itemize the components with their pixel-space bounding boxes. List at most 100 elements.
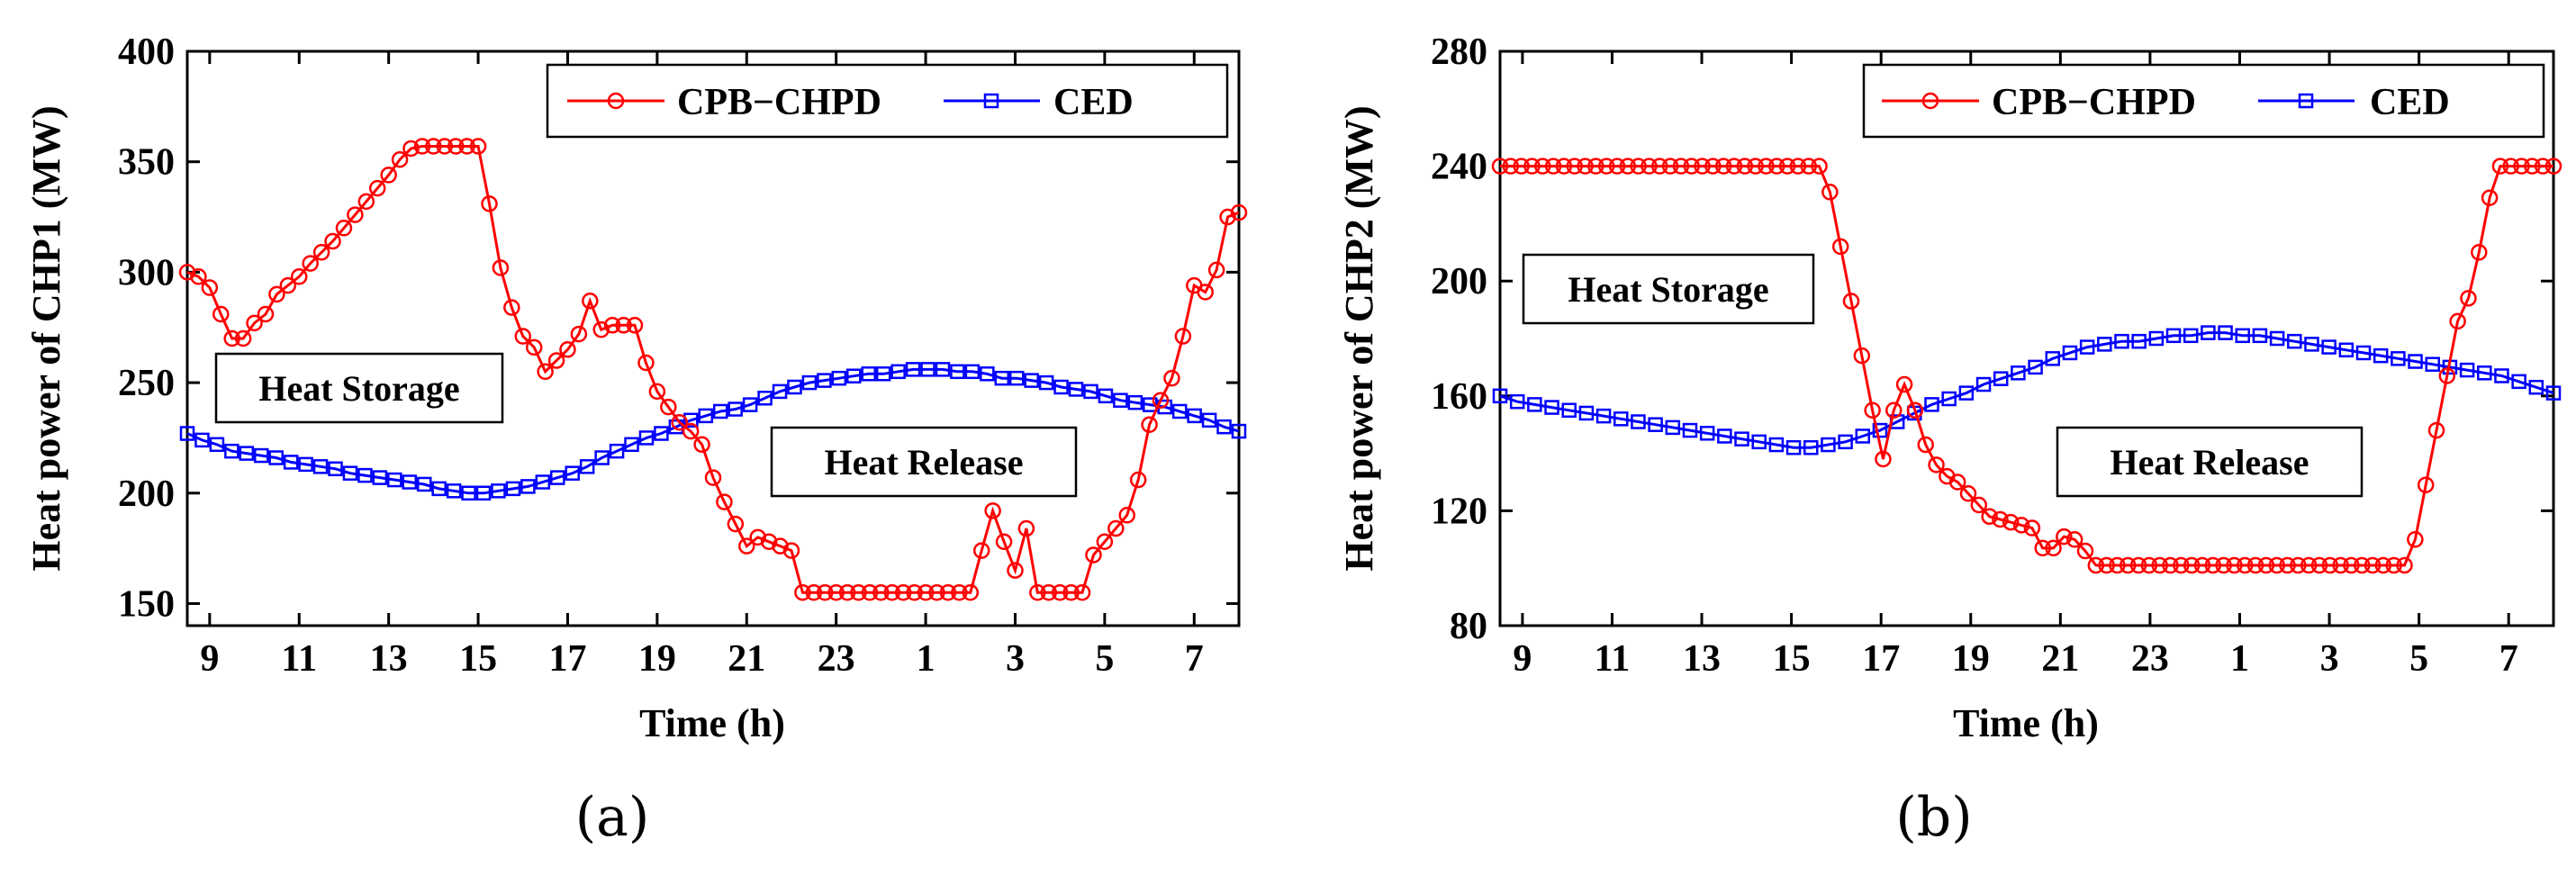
ced-point (268, 450, 284, 465)
cpb-chpd-point (1219, 208, 1236, 226)
cpb-chpd-point (2374, 556, 2392, 574)
ced-point (2545, 385, 2562, 401)
ced-point (1751, 434, 1767, 450)
cpb-chpd-point (2162, 556, 2179, 574)
cpb-chpd-point (2109, 556, 2126, 574)
ced-point (550, 470, 565, 485)
cpb-chpd-point (603, 317, 621, 334)
ced-point (239, 446, 255, 461)
ced-point (328, 461, 343, 477)
ced-point (2408, 354, 2423, 369)
cpb-chpd-point (928, 583, 945, 601)
legend-marker-ced-a (983, 93, 999, 109)
legend-label-ced-a: CED (1053, 82, 1134, 123)
ced-point (1492, 388, 1508, 404)
subfigure-label-b: (b) (1895, 786, 1972, 849)
ced-point (194, 432, 210, 448)
ced-point (1993, 371, 2009, 386)
ced-point (1595, 408, 1612, 424)
cpb-chpd-point (1789, 158, 1807, 175)
ced-point (579, 459, 595, 474)
ced-point (624, 437, 639, 453)
ced-point (1872, 422, 1888, 438)
annotation-box-heat-release-b (2056, 426, 2364, 498)
y-axis-label-b: Heat power of CHP2 (MW) (1337, 105, 1381, 571)
cpb-chpd-point (894, 583, 912, 601)
ced-point (254, 447, 269, 464)
cpb-chpd-point (1768, 158, 1785, 175)
ced-point (1187, 408, 1202, 424)
ced-point (372, 470, 388, 485)
ced-point (2252, 328, 2268, 344)
cpb-chpd-point (1555, 158, 1573, 175)
cpb-chpd-point (335, 220, 353, 237)
ced-point (402, 474, 418, 490)
ced-point (683, 412, 699, 428)
cpb-chpd-point (2513, 158, 2530, 175)
ced-point (179, 426, 195, 441)
cpb-chpd-point (257, 305, 275, 323)
annotation-heat-storage-b: Heat Storage (1568, 269, 1768, 310)
ced-point (712, 403, 728, 419)
ced-point (1527, 397, 1542, 412)
cpb-chpd-point (1029, 583, 1046, 601)
cpb-chpd-point (1981, 508, 1998, 526)
cpb-chpd-point (2502, 158, 2519, 175)
cpb-chpd-point (1747, 158, 1764, 175)
cpb-chpd-point (962, 583, 980, 601)
cpb-chpd-point (1619, 158, 1637, 175)
cpb-chpd-point (514, 328, 532, 345)
cpb-chpd-point (425, 138, 442, 155)
y-axis-label-a: Heat power of CHP1 (MW) (24, 105, 68, 571)
y-tick-label: 350 (118, 142, 175, 184)
ced-point (224, 443, 240, 459)
cpb-chpd-point (1544, 158, 1562, 175)
cpb-chpd-point (357, 193, 375, 211)
cpb-chpd-point (1230, 203, 1248, 221)
ced-point (2425, 356, 2440, 372)
cpb-chpd-line-b (1500, 165, 2553, 567)
cpb-chpd-point (738, 537, 755, 555)
cpb-series-b (1491, 158, 2562, 574)
ced-point (520, 479, 536, 494)
x-tick-label: 13 (370, 638, 408, 680)
ced-point (1068, 382, 1084, 397)
cpb-chpd-point (2002, 513, 2020, 531)
cpb-chpd-point (2257, 556, 2275, 574)
ced-point (920, 362, 935, 377)
cpb-chpd-point (2354, 556, 2371, 574)
cpb-chpd-point (1917, 436, 1934, 454)
cpb-chpd-point (1085, 546, 1102, 564)
cpb-chpd-point (469, 138, 487, 155)
ced-point (1578, 405, 1595, 421)
x-tick-label: 3 (1006, 638, 1025, 680)
cpb-chpd-point (402, 140, 420, 158)
ced-point (2269, 330, 2285, 347)
cpb-chpd-point (615, 317, 632, 334)
ced-point (2235, 328, 2251, 344)
ced-point (1699, 426, 1715, 441)
cpb-chpd-point (1017, 519, 1035, 537)
cpb-chpd-point (2300, 556, 2318, 574)
cpb-chpd-point (2076, 542, 2094, 560)
legend-label-cpb-b: CPB−CHPD (1992, 82, 2196, 123)
x-tick-label: 23 (818, 638, 855, 680)
ced-point (2062, 345, 2078, 361)
cpb-chpd-point (1491, 158, 1509, 175)
cpb-chpd-point (1842, 293, 1860, 310)
cpb-chpd-point (716, 493, 733, 510)
cpb-chpd-point (2204, 556, 2222, 574)
cpb-chpd-point (1694, 158, 1711, 175)
cpb-chpd-point (436, 138, 454, 155)
cpb-chpd-point (2385, 556, 2402, 574)
x-tick-label: 9 (200, 638, 219, 680)
x-tick-label: 9 (1513, 638, 1532, 680)
ced-point (787, 379, 802, 395)
x-tick-label: 19 (1952, 638, 1990, 680)
cpb-chpd-point (2544, 158, 2562, 175)
ced-point (1855, 428, 1871, 444)
x-tick-label: 15 (459, 638, 497, 680)
ced-point (668, 419, 684, 435)
ced-point (728, 401, 743, 417)
cpb-chpd-point (547, 352, 565, 369)
